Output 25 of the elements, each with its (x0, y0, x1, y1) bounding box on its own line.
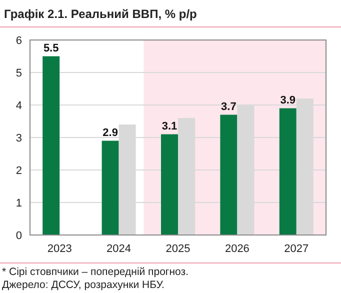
bar (102, 140, 119, 235)
bar (279, 108, 296, 235)
data-label: 5.5 (43, 42, 59, 54)
text: Джерело: ДССУ, розрахунки НБУ. (2, 279, 164, 291)
data-label: 3.7 (221, 100, 236, 113)
data-label: 2.9 (102, 126, 118, 139)
text: * Сірі стовпчики – попередній прогноз. (2, 266, 189, 278)
x-tick-label: 2024 (106, 243, 132, 255)
y-tick-label: 2 (16, 165, 22, 177)
x-tick-label: 2023 (47, 243, 72, 255)
bar (161, 134, 178, 235)
y-tick-label: 1 (16, 198, 22, 210)
chart-title: Графік 2.1. Реальний ВВП, % р/р (4, 7, 197, 21)
y-tick-label: 5 (16, 68, 22, 80)
bar (42, 56, 60, 235)
x-tick-label: 2025 (166, 243, 190, 255)
data-label: 3.1 (162, 120, 178, 132)
y-tick-label: 3 (16, 132, 22, 144)
data-label: 3.9 (280, 94, 296, 106)
x-tick-label: 2026 (224, 243, 250, 255)
x-tick-label: 2027 (284, 243, 309, 255)
bar (220, 114, 238, 235)
y-tick-label: 6 (16, 35, 22, 47)
y-tick-label: 0 (16, 230, 22, 242)
y-tick-label: 4 (16, 100, 22, 112)
